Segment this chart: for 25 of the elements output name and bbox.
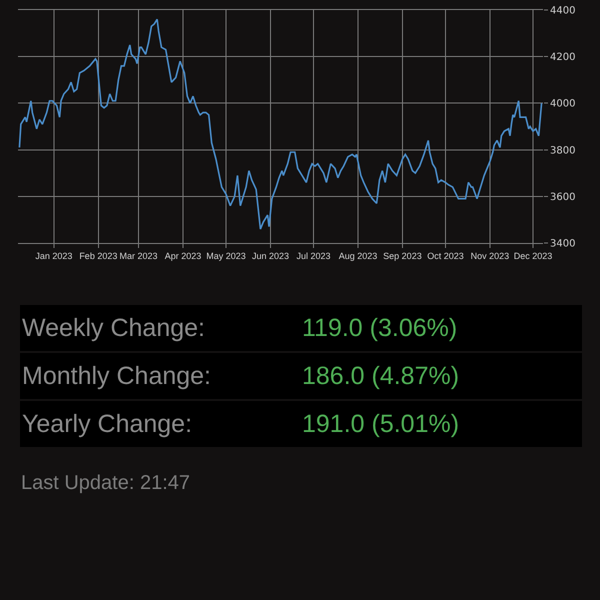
x-tick-label: Dec 2023 xyxy=(514,250,552,261)
x-tick-label: Jul 2023 xyxy=(296,250,331,261)
x-tick-label: Jan 2023 xyxy=(35,250,72,261)
x-tick-label: Oct 2023 xyxy=(427,250,464,261)
y-tick-label: 4200 xyxy=(550,52,576,64)
text: 191.0 (5.01%) xyxy=(302,410,460,438)
text: 186.0 (4.87%) xyxy=(302,362,460,390)
y-tick-label: 3800 xyxy=(550,145,576,156)
x-tick-label: Nov 2023 xyxy=(470,250,510,261)
x-tick-label: May 2023 xyxy=(206,250,246,261)
x-tick-label: Feb 2023 xyxy=(79,250,118,261)
x-tick-label: Mar 2023 xyxy=(119,250,158,261)
y-tick-label: 4400 xyxy=(550,6,576,16)
x-tick-label: Aug 2023 xyxy=(338,250,378,261)
y-tick-label: 3400 xyxy=(550,238,576,250)
text: Monthly Change: xyxy=(22,362,212,390)
text: Yearly Change: xyxy=(22,410,192,438)
text: 119.0 (3.06%) xyxy=(302,314,458,342)
y-tick-label: 3600 xyxy=(550,192,576,203)
x-tick-label: Sep 2023 xyxy=(383,250,422,261)
text: Weekly Change: xyxy=(22,314,205,342)
x-tick-label: Jun 2023 xyxy=(252,250,289,261)
x-tick-label: Apr 2023 xyxy=(164,250,202,261)
text: Last Update: 21:47 xyxy=(21,472,190,494)
y-tick-label: 4000 xyxy=(550,98,576,110)
